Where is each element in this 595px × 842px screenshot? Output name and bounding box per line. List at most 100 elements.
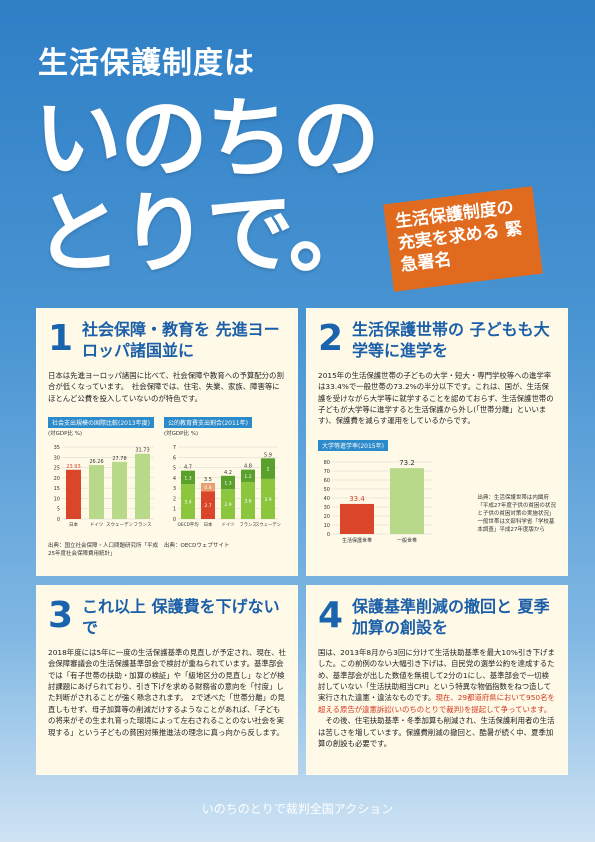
- section-title: 社会保障・教育を 先進ヨーロッパ諸国並に: [82, 320, 280, 360]
- x-tick-label: OECD平均: [178, 521, 199, 528]
- data-label: 0.8: [204, 485, 211, 491]
- data-label: 3.9: [264, 497, 271, 503]
- total-label: 4.2: [224, 470, 232, 476]
- y-tick-label: 60: [324, 478, 330, 484]
- section-text-main: 国は、2013年8月から3回に分けて生活扶助基準を最大10%引き下げました。この…: [318, 647, 555, 703]
- y-tick-label: 25: [54, 466, 60, 472]
- total-label: 5.9: [264, 452, 272, 458]
- data-label: 73.2: [399, 459, 415, 467]
- bar-segment: [241, 469, 255, 482]
- section-title: 保護基準削減の撤回と 夏季加算の創設を: [352, 597, 550, 637]
- x-tick-label: ドイツ: [90, 523, 104, 528]
- y-tick-label: 5: [57, 507, 60, 513]
- x-tick-label: ドイツ: [222, 523, 235, 528]
- petition-badge: 生活保護制度の 充実を求める 緊急署名: [383, 186, 543, 292]
- y-tick-label: 0: [327, 532, 330, 538]
- chart-source: 出典：国立社会保障・人口問題研究所「平成25年度社会保障費用統計」: [48, 543, 159, 557]
- bar-segment: [201, 491, 215, 519]
- bar-segment: [241, 481, 255, 519]
- bar-segment: [261, 478, 275, 519]
- bar-segment: [261, 458, 275, 479]
- section-number: 2: [318, 318, 344, 359]
- x-tick-label: 日本: [204, 521, 213, 528]
- bar-segment: [181, 470, 195, 485]
- data-label: 3.6: [244, 498, 251, 504]
- y-tick-label: 10: [54, 496, 60, 502]
- data-label: 2.7: [204, 503, 211, 509]
- section-title: これ以上 保護費を下げないで: [82, 597, 280, 637]
- total-label: 3.5: [204, 477, 212, 483]
- data-label: 1.3: [184, 475, 191, 481]
- chart-source: 出典：OECDウェブサイト: [164, 543, 230, 549]
- bar-segment: [201, 483, 215, 492]
- y-tick-label: 70: [324, 469, 330, 475]
- bar: [89, 464, 104, 519]
- y-tick-label: 0: [57, 517, 60, 523]
- bar-segment: [181, 484, 195, 519]
- data-label: 26.26: [89, 459, 103, 465]
- y-tick-label: 3: [173, 486, 176, 492]
- footer: いのちのとりで裁判全国アクション: [201, 802, 394, 816]
- y-tick-label: 0: [173, 517, 176, 523]
- y-tick-label: 2: [173, 496, 176, 502]
- data-label: 1.3: [224, 480, 231, 486]
- chart-source: 出典：生活保護世帯は内閣府「平成27年度子供の貧困の状況と子供の貧困対策の実施状…: [477, 494, 556, 533]
- data-label: 27.78: [112, 456, 126, 462]
- x-tick-label: フランス: [134, 522, 152, 528]
- education-chart: 0 1 2 3 4 5 6 7 3.4 1.3 4.7 OECD平均 2.7 0.8 3.5 日本 2.9 1.3…: [173, 445, 281, 528]
- section-number: 3: [48, 595, 74, 636]
- section-text: 2018年度には5年に一度の生活保護基準の見直しが予定され、現在、社会保障審議会…: [48, 647, 286, 737]
- x-tick-label: フランス: [239, 522, 256, 528]
- x-tick-label: 一般世帯: [397, 537, 417, 544]
- section-text: 日本は先進ヨーロッパ諸国に比べて、社会保障や教育への予算配分の割合が低くなってい…: [48, 370, 284, 403]
- y-tick-label: 15: [54, 486, 60, 492]
- x-tick-label: 日本: [69, 521, 78, 528]
- x-tick-label: スウェーデン: [106, 521, 133, 528]
- data-label: 1.2: [244, 474, 251, 480]
- data-label: 2: [267, 467, 270, 473]
- bar: [135, 453, 150, 519]
- data-label: 3.4: [184, 500, 191, 506]
- y-tick-label: 5: [173, 466, 176, 472]
- section-text: 2015年の生活保護世帯の子どもの大学・短大・専門学校等への進学率は33.4%で…: [318, 370, 554, 426]
- chart-title: 大学等進学率(2015年): [318, 439, 388, 451]
- y-tick-label: 35: [54, 445, 60, 451]
- y-tick-label: 1: [173, 507, 176, 513]
- y-tick-label: 10: [324, 523, 330, 529]
- college-rate-chart: 0 10 20 30 40 50 60 70 80 33.4 生活保護世帯 73.2 一般世帯: [324, 459, 432, 544]
- x-tick-label: スウェーデン: [255, 521, 281, 528]
- data-label: 33.4: [349, 495, 365, 503]
- section-3: 3 これ以上 保護費を下げないで 2018年度には5年に一度の生活保護基準の見直…: [36, 585, 298, 775]
- main-title-line2: とりで。: [34, 182, 376, 285]
- total-label: 4.8: [244, 464, 252, 470]
- bar: [112, 461, 127, 519]
- y-tick-label: 80: [324, 460, 330, 466]
- chart-unit: (対GDP比 %): [164, 431, 199, 437]
- chart-unit: (対GDP比 %): [48, 431, 83, 437]
- y-tick-label: 30: [324, 505, 330, 511]
- section-title: 生活保護世帯の 子どもも大学等に進学を: [352, 320, 550, 360]
- section-number: 1: [48, 318, 74, 359]
- social-spending-chart: 0 5 10 15 20 25 30 35 23.93 日本 26.26 ドイツ 27.78 スウェーデン…: [54, 445, 154, 528]
- data-label: 2.9: [224, 502, 231, 508]
- data-label: 31.73: [135, 448, 149, 454]
- section-1: 1 社会保障・教育を 先進ヨーロッパ諸国並に 日本は先進ヨーロッパ諸国に比べて、…: [36, 308, 298, 576]
- y-tick-label: 20: [54, 476, 60, 482]
- chart-social-spending: 社会支出規模の国際比較(2013年度) (対GDP比 %) 0 5 10 15 20 25…: [48, 410, 158, 557]
- bar: [66, 469, 81, 519]
- chart-title: 社会支出規模の国際比較(2013年度): [48, 417, 154, 428]
- bar-segment: [221, 475, 235, 490]
- section-2: 2 生活保護世帯の 子どもも大学等に進学を 2015年の生活保護世帯の子どもの大…: [306, 308, 568, 576]
- section-text-highlight: 現在、29都道府県において950名を超える原告が違憲訴訟(いのちのとりで裁判)を…: [318, 693, 555, 714]
- bar: [340, 503, 374, 534]
- section-text-more: その後、住宅扶助基準・冬季加算も削減され、生活保護利用者の生活は苦しさを増してい…: [318, 716, 555, 749]
- data-label: 23.93: [66, 464, 80, 470]
- y-tick-label: 7: [173, 445, 176, 451]
- bar: [390, 468, 424, 534]
- x-tick-label: 生活保護世帯: [342, 537, 372, 544]
- section-text: 国は、2013年8月から3回に分けて生活扶助基準を最大10%引き下げました。この…: [318, 647, 556, 750]
- section-4: 4 保護基準削減の撤回と 夏季加算の創設を 国は、2013年8月から3回に分けて…: [306, 585, 568, 775]
- y-tick-label: 4: [173, 476, 176, 482]
- chart-education: 公的教育費支出割合(2011年) (対GDP比 %) 0 1 2 3 4 5 6 7 3.4 1.…: [164, 410, 282, 557]
- y-tick-label: 20: [324, 514, 330, 520]
